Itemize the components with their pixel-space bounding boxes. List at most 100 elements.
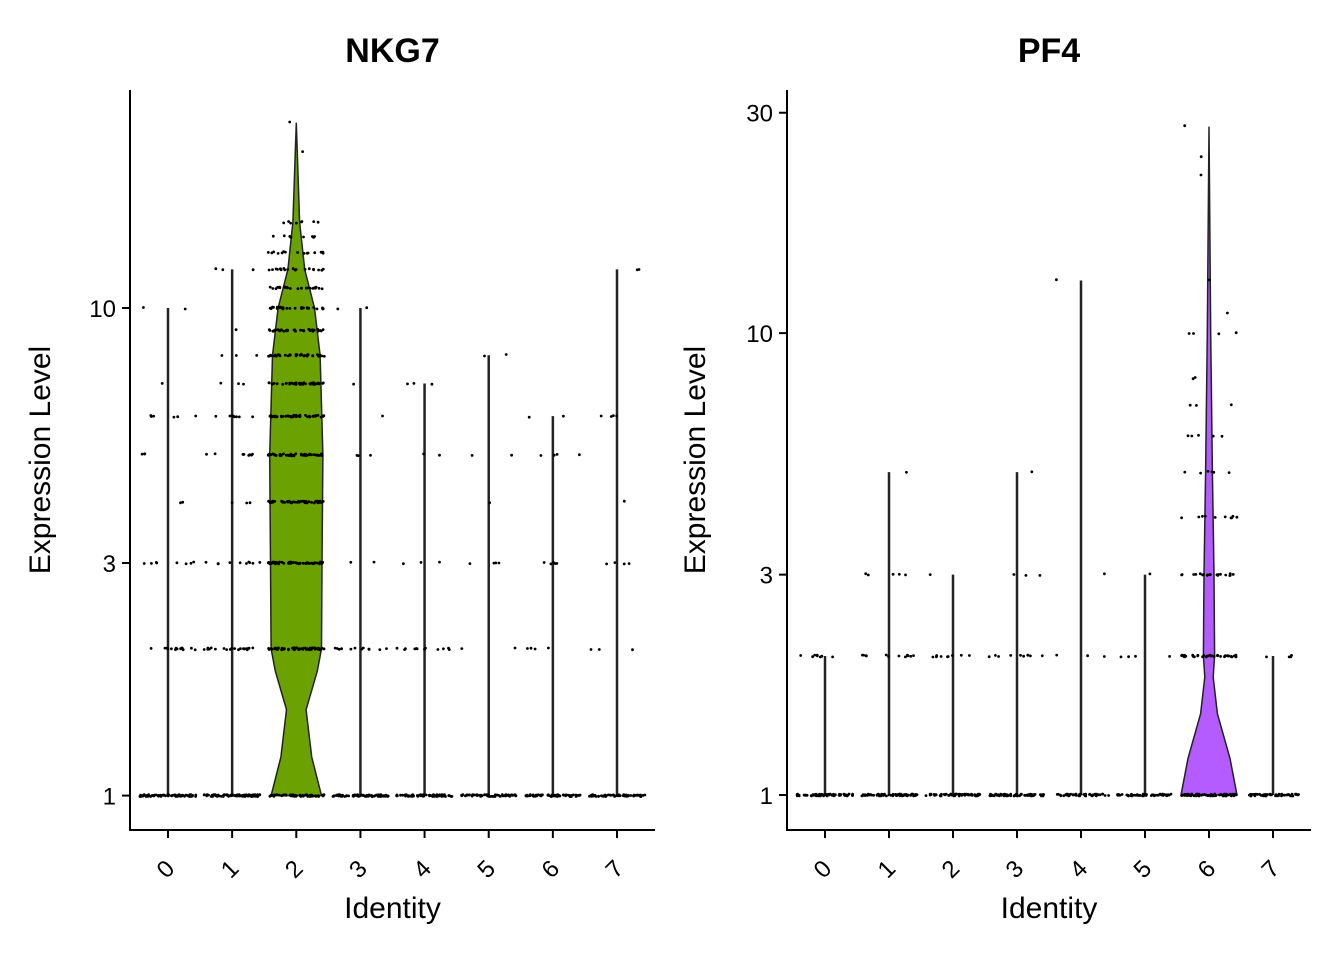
point — [294, 353, 298, 356]
point — [612, 414, 615, 417]
point — [225, 793, 228, 796]
point — [312, 268, 315, 272]
point — [549, 562, 553, 566]
point — [1190, 434, 1194, 438]
point — [209, 646, 213, 650]
point — [419, 794, 423, 798]
point — [349, 560, 353, 564]
point — [386, 794, 389, 798]
point — [1207, 794, 1211, 797]
point — [1149, 794, 1153, 797]
point — [150, 562, 153, 565]
point — [165, 646, 169, 650]
point — [966, 793, 970, 796]
point — [298, 413, 302, 417]
point — [288, 382, 292, 386]
point — [818, 655, 822, 659]
point — [242, 453, 246, 456]
point — [1126, 793, 1129, 797]
point — [282, 250, 285, 254]
point — [412, 382, 416, 385]
point — [317, 268, 320, 272]
point — [270, 382, 274, 386]
point — [310, 453, 313, 457]
point — [274, 267, 278, 271]
point — [268, 285, 272, 289]
point — [285, 328, 288, 332]
point — [875, 793, 879, 797]
point — [1152, 794, 1156, 798]
point — [1186, 434, 1190, 438]
point — [1248, 793, 1251, 797]
point — [239, 647, 242, 651]
point — [1212, 470, 1216, 474]
point — [1183, 793, 1187, 796]
point — [214, 647, 217, 651]
point — [635, 268, 639, 272]
point — [1223, 654, 1227, 658]
point — [308, 286, 312, 290]
point — [309, 793, 313, 797]
point — [524, 794, 528, 798]
point — [284, 453, 288, 457]
point — [843, 794, 847, 797]
point — [285, 306, 289, 310]
x-tick-label: 6 — [537, 855, 566, 884]
point — [321, 415, 325, 418]
point — [605, 562, 608, 566]
point — [430, 382, 434, 386]
violin — [268, 122, 324, 797]
point — [1071, 793, 1075, 797]
point — [294, 383, 298, 386]
point — [308, 415, 312, 419]
point — [283, 285, 286, 289]
point — [900, 794, 904, 797]
y-tick-label: 3 — [760, 563, 773, 590]
point — [868, 793, 871, 797]
point — [219, 381, 223, 385]
point — [1191, 377, 1195, 381]
point — [275, 415, 278, 419]
point — [1188, 403, 1192, 407]
point — [271, 268, 274, 271]
point — [1223, 515, 1227, 519]
point — [281, 382, 285, 386]
point — [322, 647, 326, 651]
point — [851, 793, 854, 797]
point — [174, 795, 178, 798]
point — [230, 414, 234, 418]
point — [152, 414, 156, 418]
point — [353, 646, 357, 650]
point — [273, 793, 276, 797]
point — [320, 287, 324, 291]
point — [510, 793, 514, 797]
point — [191, 794, 195, 797]
point — [1009, 654, 1013, 657]
point — [1055, 278, 1058, 282]
point — [142, 306, 145, 309]
point — [280, 499, 283, 503]
point — [492, 561, 496, 565]
point — [1234, 793, 1238, 797]
point — [282, 234, 286, 238]
point — [309, 647, 313, 651]
point — [238, 561, 242, 565]
point — [247, 454, 251, 457]
point — [1204, 793, 1208, 797]
point — [337, 647, 341, 651]
point — [274, 353, 277, 357]
x-axis-title: Identity — [344, 892, 441, 925]
point — [578, 794, 581, 797]
point — [170, 647, 173, 651]
point — [974, 794, 978, 798]
point — [272, 250, 276, 254]
point — [318, 353, 322, 357]
point — [332, 794, 336, 798]
point — [467, 793, 471, 797]
point — [302, 381, 306, 384]
point — [312, 381, 316, 385]
point — [273, 646, 277, 650]
point — [578, 453, 581, 457]
point — [539, 454, 543, 457]
x-tick-label: 2 — [280, 855, 309, 884]
